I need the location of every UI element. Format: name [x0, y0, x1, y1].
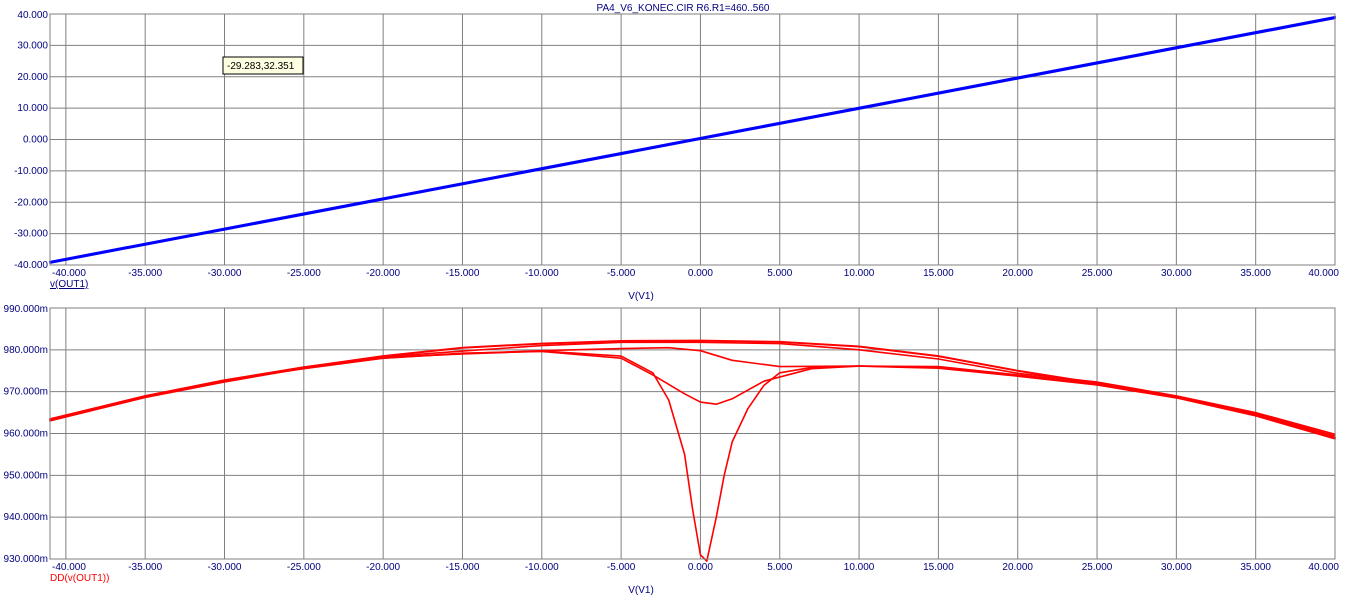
y-tick-label: -30.000 [14, 229, 48, 240]
plot2-series [49, 339, 1336, 562]
x-tick-label: -35.000 [128, 562, 162, 573]
x-tick-label: 40.000 [1308, 562, 1339, 573]
plot2-x-ticks: -40.000 -35.000 -30.000 -25.000 -20.000 -15.0… [52, 562, 1339, 573]
x-tick-label: -15.000 [446, 562, 480, 573]
y-tick-label: 0.000 [23, 135, 48, 146]
y-tick-label: 950.000m [4, 470, 48, 481]
y-tick-label: 990.000m [4, 304, 48, 315]
cursor-tooltip: -29.283,32.351 [222, 56, 304, 75]
y-tick-label: 940.000m [4, 512, 48, 523]
x-tick-label: 15.000 [923, 562, 954, 573]
x-tick-label: -30.000 [208, 562, 242, 573]
y-tick-label: 980.000m [4, 345, 48, 356]
x-tick-label: -15.000 [446, 268, 480, 279]
series-line [49, 341, 1336, 436]
x-tick-label: 5.000 [767, 562, 792, 573]
y-tick-label: -40.000 [14, 260, 48, 271]
y-tick-label: 970.000m [4, 387, 48, 398]
series-line [49, 350, 1336, 562]
x-tick-label: -5.000 [607, 268, 636, 279]
plot2-xlabel: V(V1) [628, 585, 654, 596]
plot1-y-ticks: 40.000 30.000 20.000 10.000 0.000 -10.000 -20.… [14, 10, 48, 271]
x-tick-label: 0.000 [688, 562, 713, 573]
y-tick-label: -10.000 [14, 166, 48, 177]
x-tick-label: -40.000 [52, 268, 86, 279]
y-tick-label: 20.000 [17, 72, 48, 83]
cursor-tooltip-text: -29.283,32.351 [227, 61, 295, 72]
x-tick-label: 30.000 [1161, 268, 1192, 279]
x-tick-label: 0.000 [688, 268, 713, 279]
x-tick-label: -30.000 [208, 268, 242, 279]
plot-vout1: 40.000 30.000 20.000 10.000 0.000 -10.000 -20.… [14, 10, 1339, 302]
plot2-y-ticks: 990.000m 980.000m 970.000m 960.000m 950.000m… [4, 304, 48, 565]
plot2-ylabel[interactable]: DD(v(OUT1)) [50, 573, 109, 584]
x-tick-label: -35.000 [128, 268, 162, 279]
x-tick-label: 35.000 [1240, 562, 1271, 573]
x-tick-label: 20.000 [1002, 268, 1033, 279]
x-tick-label: 10.000 [844, 562, 875, 573]
y-tick-label: 30.000 [17, 40, 48, 51]
x-tick-label: -20.000 [366, 562, 400, 573]
x-tick-label: 5.000 [767, 268, 792, 279]
plot1-frame [49, 13, 1336, 266]
series-line [49, 350, 1336, 440]
x-tick-label: -25.000 [287, 562, 321, 573]
x-tick-label: 40.000 [1308, 268, 1339, 279]
y-tick-label: 930.000m [4, 554, 48, 565]
series-line [49, 17, 1336, 264]
x-tick-label: -20.000 [366, 268, 400, 279]
series-line [48, 16, 1337, 263]
x-tick-label: -5.000 [607, 562, 636, 573]
plot2-grid [50, 307, 1336, 560]
plot-dd-vout1: 990.000m 980.000m 970.000m 960.000m 950.000m… [4, 304, 1340, 596]
plot2-frame [49, 307, 1336, 560]
x-tick-label: 20.000 [1002, 562, 1033, 573]
y-tick-label: 40.000 [17, 10, 48, 21]
x-tick-label: 25.000 [1082, 562, 1113, 573]
plot1-series [48, 16, 1337, 264]
y-tick-label: 960.000m [4, 429, 48, 440]
plot1-ylabel[interactable]: v(OUT1) [50, 279, 88, 290]
x-tick-label: -25.000 [287, 268, 321, 279]
x-tick-label: 35.000 [1240, 268, 1271, 279]
y-tick-label: 10.000 [17, 103, 48, 114]
x-tick-label: 25.000 [1082, 268, 1113, 279]
x-tick-label: 15.000 [923, 268, 954, 279]
plot1-x-ticks: -40.000 -35.000 -30.000 -25.000 -20.000 -15.0… [52, 268, 1339, 279]
x-tick-label: -40.000 [52, 562, 86, 573]
x-tick-label: 30.000 [1161, 562, 1192, 573]
window-title: PA4_V6_KONEC.CIR R6.R1=460..560 [597, 3, 770, 14]
y-tick-label: -20.000 [14, 197, 48, 208]
x-tick-label: -10.000 [525, 268, 559, 279]
x-tick-label: 10.000 [844, 268, 875, 279]
plot1-xlabel: V(V1) [628, 291, 654, 302]
x-tick-label: -10.000 [525, 562, 559, 573]
